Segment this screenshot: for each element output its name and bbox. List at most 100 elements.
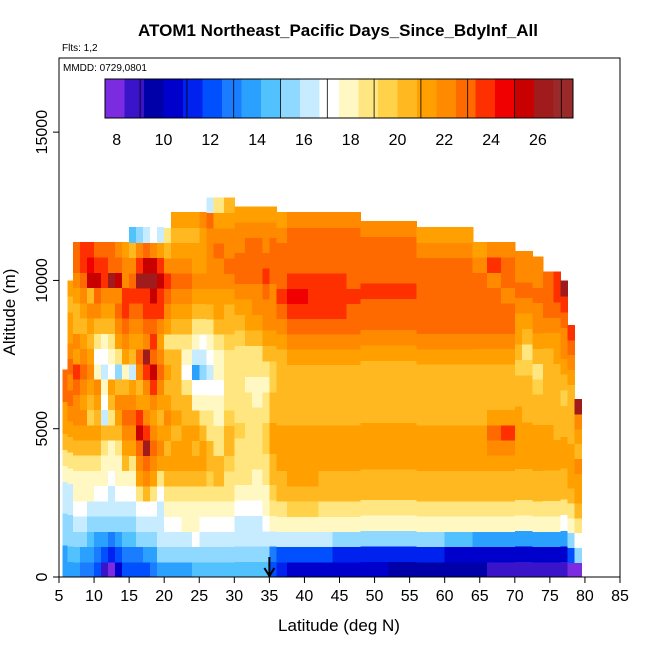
heatmap-cell	[234, 561, 246, 578]
heatmap-cell	[374, 530, 390, 547]
heatmap-cell	[416, 500, 432, 517]
heatmap-cell	[269, 206, 277, 223]
heatmap-cell	[251, 530, 263, 547]
heatmap-cell	[374, 313, 390, 331]
colorbar-swatch	[339, 79, 359, 118]
heatmap-cell	[521, 343, 533, 361]
heatmap-cell	[318, 273, 334, 289]
heatmap-cell	[73, 257, 81, 273]
heatmap-cell	[444, 318, 460, 335]
heatmap-cell	[150, 440, 158, 456]
x-tick-label: 20	[155, 588, 173, 605]
heatmap-cell	[87, 272, 95, 289]
heatmap-cell	[472, 333, 488, 350]
colorbar-swatch	[300, 79, 320, 118]
heatmap-cell	[87, 348, 95, 365]
heatmap-cell	[574, 547, 583, 563]
heatmap-cell	[318, 379, 334, 396]
heatmap-cell	[307, 333, 320, 350]
heatmap-cell	[223, 501, 235, 517]
heatmap-cell	[402, 298, 418, 315]
heatmap-cell	[80, 409, 88, 426]
heatmap-cell	[143, 303, 151, 319]
heatmap-cell	[73, 516, 81, 532]
heatmap-cell	[206, 531, 214, 548]
heatmap-cell	[307, 440, 320, 457]
heatmap-cell	[136, 363, 144, 380]
heatmap-cell	[307, 561, 320, 578]
heatmap-cell	[136, 546, 144, 563]
heatmap-cell	[87, 302, 95, 319]
heatmap-cell	[143, 546, 151, 563]
heatmap-cell	[521, 250, 533, 267]
heatmap-cell	[101, 470, 109, 487]
heatmap-cell	[94, 561, 102, 578]
heatmap-cell	[108, 302, 116, 319]
heatmap-cell	[94, 500, 102, 517]
heatmap-cell	[234, 468, 246, 485]
heatmap-cell	[374, 221, 390, 238]
heatmap-cell	[486, 455, 502, 471]
heatmap-cell	[374, 267, 390, 284]
heatmap-cell	[276, 470, 288, 487]
heatmap-cell	[521, 468, 533, 485]
heatmap-cell	[297, 379, 309, 396]
heatmap-cell	[286, 561, 299, 578]
heatmap-cell	[388, 344, 404, 361]
heatmap-cell	[374, 252, 390, 269]
heatmap-cell	[181, 379, 193, 396]
heatmap-cell	[346, 273, 362, 289]
heatmap-cell	[181, 273, 193, 289]
heatmap-cell	[108, 531, 116, 548]
heatmap-cell	[108, 241, 116, 258]
heatmap-cell	[244, 407, 253, 424]
colorbar-tick-label: 18	[342, 132, 360, 149]
heatmap-cell	[143, 348, 151, 365]
colorbar-swatch	[280, 79, 301, 118]
heatmap-cell	[223, 349, 235, 366]
heatmap-cell	[150, 455, 158, 472]
heatmap-cell	[430, 516, 446, 532]
heatmap-cell	[430, 242, 446, 259]
heatmap-cell	[192, 531, 200, 548]
heatmap-cell	[269, 422, 277, 439]
heatmap-cell	[486, 394, 502, 411]
heatmap-cell	[108, 272, 116, 289]
heatmap-cell	[444, 424, 460, 441]
heatmap-cell	[234, 252, 246, 269]
heatmap-cell	[402, 221, 418, 238]
heatmap-cell	[262, 237, 270, 254]
heatmap-cell	[73, 287, 81, 304]
heatmap-cell	[276, 546, 288, 563]
heatmap-cell	[567, 517, 576, 534]
heatmap-cell	[244, 376, 253, 393]
heatmap-cell	[500, 394, 516, 411]
heatmap-cell	[374, 499, 390, 516]
heatmap-cell	[262, 546, 270, 563]
heatmap-cell	[472, 439, 488, 456]
heatmap-cell	[458, 333, 474, 350]
heatmap-cell	[514, 421, 523, 438]
heatmap-cell	[206, 379, 214, 396]
heatmap-cell	[472, 257, 488, 273]
heatmap-cell	[318, 364, 334, 381]
heatmap-cell	[318, 318, 334, 335]
heatmap-cell	[346, 409, 362, 426]
heatmap-cell	[244, 345, 253, 362]
heatmap-cell	[500, 272, 516, 289]
heatmap-cell	[181, 303, 193, 320]
heatmap-cell	[171, 379, 183, 396]
heatmap-cell	[101, 500, 109, 517]
heatmap-cell	[262, 422, 270, 439]
heatmap-cell	[332, 516, 348, 532]
heatmap-cell	[150, 470, 158, 487]
heatmap-cell	[129, 409, 137, 426]
heatmap-cell	[297, 227, 309, 244]
heatmap-cell	[192, 349, 200, 365]
heatmap-cell	[251, 484, 263, 501]
heatmap-cell	[122, 241, 130, 258]
heatmap-cell	[276, 455, 288, 472]
heatmap-cell	[486, 409, 502, 426]
heatmap-cell	[192, 318, 200, 335]
heatmap-cell	[251, 437, 263, 455]
